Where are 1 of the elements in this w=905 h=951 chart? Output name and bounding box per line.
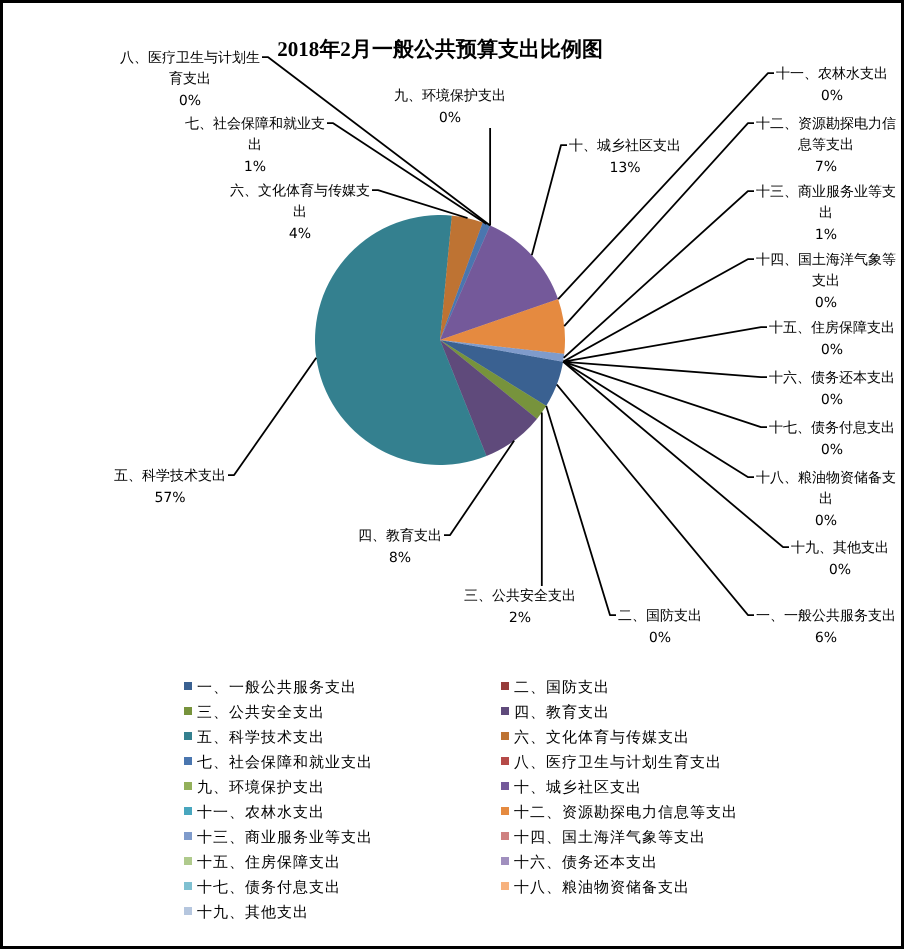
title: 2018年2月一般公共预算支出比例图 (277, 37, 603, 61)
